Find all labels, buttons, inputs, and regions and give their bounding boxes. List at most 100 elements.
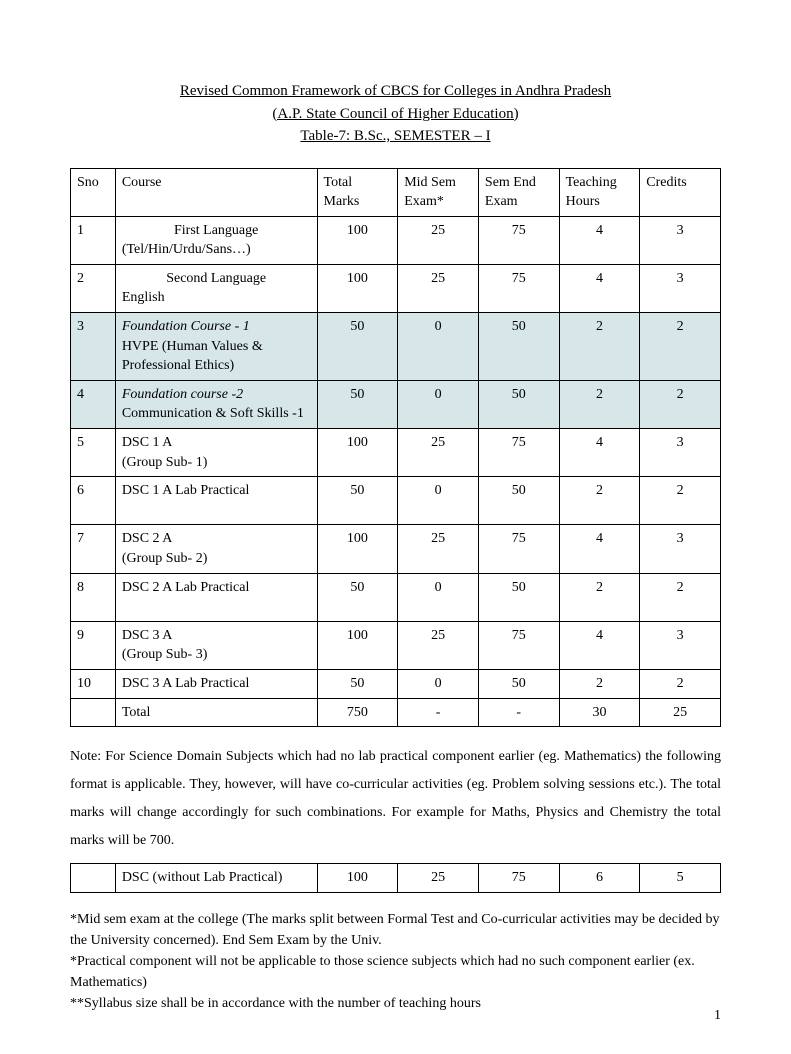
cell-course: DSC 1 A Lab Practical (115, 477, 317, 525)
course-line1: DSC 1 A (122, 433, 311, 453)
course-line2: (Group Sub- 1) (122, 453, 311, 473)
cell-mid: 25 (398, 429, 479, 477)
course-line1: DSC 2 A Lab Practical (122, 578, 311, 598)
cell-end: 75 (478, 264, 559, 312)
cell-mid: 25 (398, 264, 479, 312)
cell-credits: 2 (640, 573, 721, 621)
cell-sno: 4 (71, 380, 116, 428)
cell-sno: 8 (71, 573, 116, 621)
cell-mid: 25 (398, 216, 479, 264)
cell-sno: 9 (71, 621, 116, 669)
header-teaching: Teaching Hours (559, 168, 640, 216)
cell-end: 50 (478, 477, 559, 525)
cell-mid: 25 (398, 525, 479, 573)
dsc-credits: 5 (640, 864, 721, 893)
dsc-mid: 25 (398, 864, 479, 893)
cell-end: 50 (478, 669, 559, 698)
cell-credits: 3 (640, 525, 721, 573)
footnote-2: *Practical component will not be applica… (70, 951, 721, 993)
cell-hrs: 2 (559, 380, 640, 428)
cell-course: Foundation Course - 1HVPE (Human Values … (115, 313, 317, 381)
table-row: 4 Foundation course -2Communication & Sof… (71, 380, 721, 428)
cell-credits: 3 (640, 264, 721, 312)
dsc-table: DSC (without Lab Practical) 100 25 75 6 … (70, 863, 721, 893)
table-row: 9DSC 3 A(Group Sub- 3)100257543 (71, 621, 721, 669)
course-line1: DSC 2 A (122, 529, 311, 549)
table-row: 6DSC 1 A Lab Practical 5005022 (71, 477, 721, 525)
cell-total: 100 (317, 264, 398, 312)
cell-end: 75 (478, 525, 559, 573)
cell-hrs: 2 (559, 669, 640, 698)
course-line1: Foundation course -2 (122, 385, 311, 405)
table-row: 10DSC 3 A Lab Practical5005022 (71, 669, 721, 698)
table-row: 8DSC 2 A Lab Practical 5005022 (71, 573, 721, 621)
cell-mid: 0 (398, 573, 479, 621)
header-mid: Mid Sem Exam* (398, 168, 479, 216)
cell-end: - (478, 698, 559, 727)
cell-hrs: 2 (559, 477, 640, 525)
course-line2: (Tel/Hin/Urdu/Sans…) (122, 240, 311, 260)
header-total: Total Marks (317, 168, 398, 216)
cell-total: 50 (317, 380, 398, 428)
course-line1: First Language (122, 221, 311, 241)
course-line2: HVPE (Human Values & Professional Ethics… (122, 337, 311, 376)
cell-hrs: 30 (559, 698, 640, 727)
course-pad (122, 597, 311, 617)
cell-total: 750 (317, 698, 398, 727)
cell-sno: 2 (71, 264, 116, 312)
cell-course: Total (115, 698, 317, 727)
cell-hrs: 2 (559, 573, 640, 621)
dsc-end: 75 (478, 864, 559, 893)
cell-sno: 6 (71, 477, 116, 525)
cell-credits: 25 (640, 698, 721, 727)
header-end: Sem End Exam (478, 168, 559, 216)
dsc-row: DSC (without Lab Practical) 100 25 75 6 … (71, 864, 721, 893)
cell-mid: 25 (398, 621, 479, 669)
main-table-body: 1First Language(Tel/Hin/Urdu/Sans…)10025… (71, 216, 721, 726)
cell-credits: 2 (640, 380, 721, 428)
cell-sno: 7 (71, 525, 116, 573)
cell-total: 50 (317, 669, 398, 698)
cell-credits: 3 (640, 429, 721, 477)
cell-mid: 0 (398, 380, 479, 428)
cell-course: DSC 2 A(Group Sub- 2) (115, 525, 317, 573)
cell-total: 100 (317, 429, 398, 477)
dsc-hrs: 6 (559, 864, 640, 893)
cell-total: 50 (317, 313, 398, 381)
cell-sno (71, 698, 116, 727)
cell-mid: 0 (398, 477, 479, 525)
cell-credits: 2 (640, 477, 721, 525)
course-line2: English (122, 288, 311, 308)
title-line2: (A.P. State Council of Higher Education) (70, 103, 721, 126)
cell-sno: 1 (71, 216, 116, 264)
cell-total: 50 (317, 573, 398, 621)
cell-end: 50 (478, 573, 559, 621)
cell-sno: 10 (71, 669, 116, 698)
table-row: 7DSC 2 A(Group Sub- 2)100257543 (71, 525, 721, 573)
course-line2: Communication & Soft Skills -1 (122, 404, 311, 424)
cell-end: 50 (478, 380, 559, 428)
cell-total: 50 (317, 477, 398, 525)
footnote-1: *Mid sem exam at the college (The marks … (70, 909, 721, 951)
cell-hrs: 4 (559, 621, 640, 669)
table-row: 3Foundation Course - 1HVPE (Human Values… (71, 313, 721, 381)
cell-course: DSC 1 A(Group Sub- 1) (115, 429, 317, 477)
cell-course: DSC 3 A Lab Practical (115, 669, 317, 698)
cell-mid: 0 (398, 669, 479, 698)
cell-total: 100 (317, 525, 398, 573)
table-row: 5DSC 1 A(Group Sub- 1)100257543 (71, 429, 721, 477)
cell-total: 100 (317, 216, 398, 264)
dsc-total: 100 (317, 864, 398, 893)
cell-credits: 3 (640, 216, 721, 264)
table-row: 2Second LanguageEnglish100257543 (71, 264, 721, 312)
main-table: Sno Course Total Marks Mid Sem Exam* Sem… (70, 168, 721, 728)
title-block: Revised Common Framework of CBCS for Col… (70, 80, 721, 148)
header-credits: Credits (640, 168, 721, 216)
cell-hrs: 4 (559, 429, 640, 477)
course-line1: Second Language (122, 269, 311, 289)
course-line1: DSC 3 A Lab Practical (122, 674, 311, 694)
course-line1: DSC 1 A Lab Practical (122, 481, 311, 501)
cell-end: 75 (478, 429, 559, 477)
dsc-course: DSC (without Lab Practical) (115, 864, 317, 893)
cell-total: 100 (317, 621, 398, 669)
